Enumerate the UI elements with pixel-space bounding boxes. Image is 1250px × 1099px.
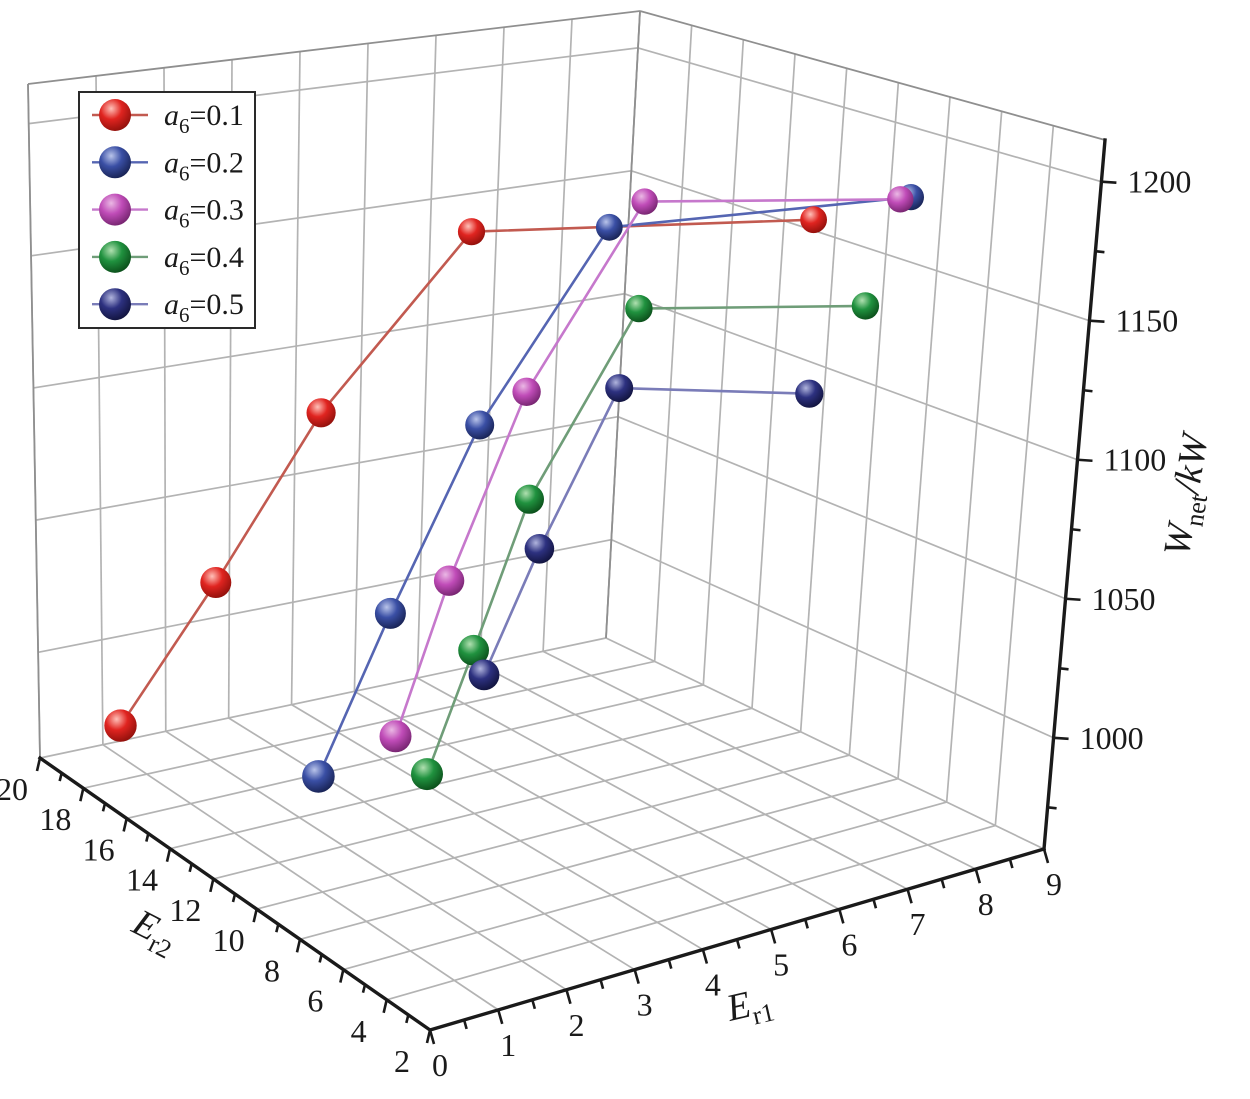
- legend-entry-a6=0.3: a6=0.3: [92, 193, 244, 233]
- data-point-a6=0.4-1: [458, 634, 489, 666]
- y-tick-label-2: 2: [394, 1043, 410, 1079]
- x-tick-label-3: 3: [637, 987, 653, 1023]
- data-point-a6=0.4-3: [625, 294, 653, 323]
- x-tick-label-0: 0: [432, 1047, 448, 1083]
- data-point-a6=0.4-0: [411, 758, 443, 791]
- legend-entry-a6=0.2: a6=0.2: [92, 146, 244, 185]
- z-tick-label-1150: 1150: [1115, 303, 1178, 339]
- legend-marker-icon: [99, 99, 131, 131]
- data-point-a6=0.5-0: [468, 659, 500, 691]
- box-borders: [27, 10, 1106, 759]
- legend-entry-a6=0.4: a6=0.4: [92, 240, 244, 280]
- legend-marker-icon: [99, 288, 131, 321]
- series-points: [104, 184, 925, 793]
- data-point-a6=0.3-2: [512, 377, 541, 406]
- legend-label: a6=0.1: [164, 99, 244, 138]
- data-point-a6=0.3-3: [631, 188, 658, 215]
- legend-label: a6=0.4: [164, 241, 244, 280]
- z-axis-ticks: 1000 1050 1100 1150 1200: [1047, 164, 1191, 810]
- data-point-a6=0.5-3: [795, 379, 824, 408]
- y-tick-label-8: 8: [264, 952, 280, 988]
- legend-label: a6=0.3: [164, 194, 244, 233]
- data-point-a6=0.4-4: [851, 292, 880, 320]
- x-tick-label-9: 9: [1046, 866, 1062, 902]
- z-axis-title-text: Wnet/kW: [1156, 428, 1223, 560]
- x-tick-label-4: 4: [705, 967, 721, 1003]
- data-point-a6=0.1-4: [800, 206, 827, 234]
- legend-entry-a6=0.5: a6=0.5: [92, 288, 244, 327]
- y-tick-label-12: 12: [169, 892, 201, 928]
- legend-marker-icon: [99, 193, 131, 226]
- data-point-a6=0.1-0: [104, 709, 137, 742]
- legend: a6=0.1 a6=0.2 a6=0.3 a6=0.4 a6=0.5: [78, 91, 256, 329]
- data-point-a6=0.5-1: [524, 534, 555, 564]
- y-tick-label-20: 20: [0, 771, 28, 807]
- legend-label: a6=0.2: [164, 146, 244, 185]
- data-point-a6=0.2-0: [302, 760, 335, 793]
- z-tick-label-1100: 1100: [1103, 442, 1166, 478]
- data-point-a6=0.5-2: [605, 374, 634, 403]
- data-point-a6=0.3-4: [887, 186, 914, 213]
- data-point-a6=0.3-0: [379, 720, 412, 753]
- data-point-a6=0.1-2: [306, 398, 336, 428]
- x-tick-label-6: 6: [841, 926, 857, 962]
- data-point-a6=0.2-2: [465, 410, 495, 440]
- data-point-a6=0.4-2: [514, 484, 545, 514]
- legend-entry-a6=0.1: a6=0.1: [92, 99, 244, 138]
- y-tick-label-14: 14: [126, 862, 158, 898]
- x-tick-label-7: 7: [910, 906, 926, 942]
- left-wall-grid: [27, 10, 641, 759]
- legend-marker-icon: [99, 240, 131, 273]
- data-point-a6=0.3-1: [433, 565, 465, 596]
- z-axis-title: Wnet/kW: [1156, 428, 1223, 560]
- y-tick-label-18: 18: [39, 801, 71, 837]
- z-tick-label-1050: 1050: [1092, 581, 1156, 617]
- series-line-a6=0.5: [482, 386, 810, 676]
- legend-label: a6=0.5: [164, 288, 244, 327]
- x-axis-title-text: Er1: [722, 979, 778, 1036]
- data-point-a6=0.2-1: [374, 597, 406, 629]
- y-tick-label-6: 6: [307, 983, 323, 1019]
- y-tick-label-4: 4: [351, 1013, 367, 1049]
- floor-grid: [39, 637, 1045, 1031]
- right-wall-grid: [605, 10, 1106, 850]
- y-tick-label-16: 16: [83, 831, 115, 867]
- x-tick-label-1: 1: [500, 1027, 516, 1063]
- data-point-a6=0.2-3: [595, 213, 623, 241]
- x-tick-label-2: 2: [568, 1007, 584, 1043]
- x-tick-label-8: 8: [978, 886, 994, 922]
- x-tick-label-5: 5: [773, 946, 789, 982]
- y-tick-label-10: 10: [213, 922, 245, 958]
- z-tick-label-1200: 1200: [1127, 164, 1191, 200]
- data-point-a6=0.1-3: [457, 218, 486, 246]
- z-tick-label-1000: 1000: [1080, 720, 1144, 756]
- x-axis-title: Er1: [722, 979, 778, 1036]
- x-axis-ticks: 0 1 2 3 4 5 6 7 8 9: [428, 848, 1062, 1083]
- legend-marker-icon: [99, 146, 131, 179]
- data-point-a6=0.1-1: [200, 567, 232, 598]
